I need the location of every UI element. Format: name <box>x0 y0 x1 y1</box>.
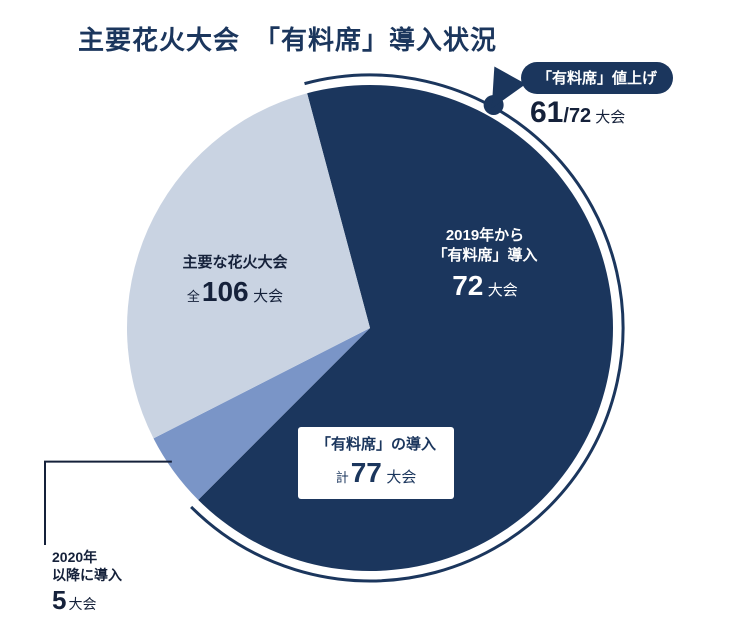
since2019-num-line: 72 大会 <box>385 267 585 305</box>
callout-unit: 大会 <box>595 109 625 126</box>
leader-line-after2020 <box>45 462 172 545</box>
since2019-line2: 「有料席」導入 <box>385 246 585 266</box>
pill-pre: 計 <box>336 470 349 485</box>
bl-line1: 2020年 <box>52 548 122 566</box>
callout-mid: 72 <box>569 105 591 127</box>
pill-num-line: 計77 大会 <box>316 455 436 491</box>
annotation-after2020: 2020年 以降に導入 5大会 <box>52 548 122 618</box>
since2019-num: 72 <box>452 270 483 301</box>
pill-num: 77 <box>351 457 382 488</box>
pill-line1: 「有料席」の導入 <box>316 435 436 455</box>
total-pill: 「有料席」の導入 計77 大会 <box>298 427 454 499</box>
all-pre: 全 <box>187 289 200 304</box>
bl-line2: 以降に導入 <box>52 566 122 584</box>
pill-unit: 大会 <box>386 469 416 486</box>
all-line1: 主要な花火大会 <box>150 253 320 273</box>
all-unit: 大会 <box>253 288 283 305</box>
since2019-unit: 大会 <box>488 282 518 299</box>
slice-label-all: 主要な花火大会 全106 大会 <box>150 253 320 311</box>
callout-big: 61 <box>530 96 563 129</box>
bl-num-line: 5大会 <box>52 584 122 618</box>
slice-label-since2019: 2019年から 「有料席」導入 72 大会 <box>385 226 585 304</box>
bl-num: 5 <box>52 585 66 615</box>
all-num-line: 全106 大会 <box>150 273 320 311</box>
bl-unit: 大会 <box>68 596 96 612</box>
since2019-line1: 2019年から <box>385 226 585 246</box>
callout-capsule: 「有料席」値上げ <box>521 62 673 94</box>
all-num: 106 <box>202 276 249 307</box>
callout-value: 61/72大会 <box>530 96 625 130</box>
